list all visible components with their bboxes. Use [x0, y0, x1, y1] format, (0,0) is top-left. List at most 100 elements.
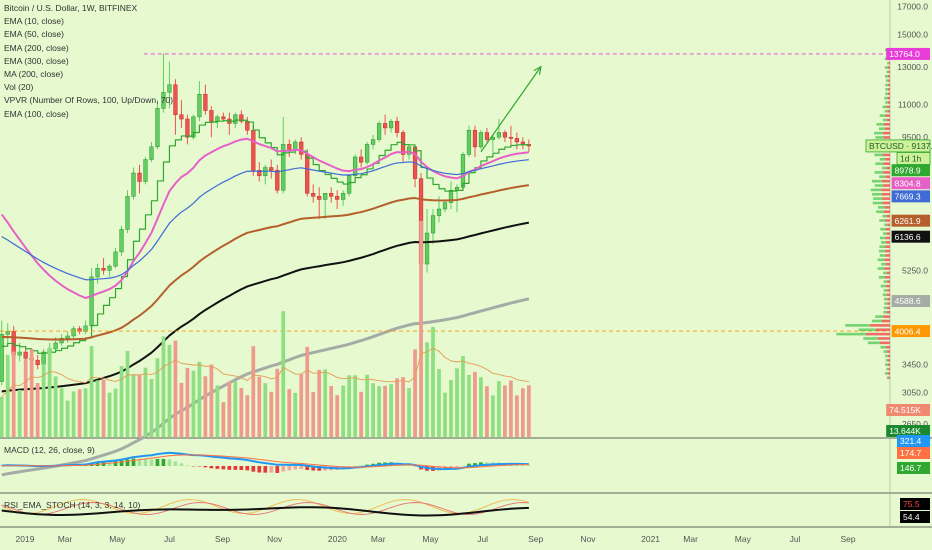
vpvr-bar — [885, 236, 890, 240]
candle — [239, 114, 244, 122]
candle — [371, 139, 376, 145]
candle — [233, 114, 238, 124]
candle — [71, 328, 76, 337]
vpvr-bar — [873, 197, 883, 200]
volume-bar — [419, 220, 423, 437]
legend-ma200[interactable]: MA (200, close) — [4, 69, 64, 80]
last-price-badge-bg — [865, 139, 931, 153]
volume-bar — [293, 392, 298, 437]
macd-hist-bar — [353, 466, 358, 467]
vpvr-bar — [878, 206, 885, 209]
last-volume-badge: 13.644K — [886, 425, 930, 437]
candle — [317, 196, 322, 200]
macd-hist-bar — [527, 465, 531, 466]
candle — [137, 172, 142, 182]
candle — [388, 120, 394, 129]
vpvr-bar — [865, 332, 890, 336]
volume-bar — [317, 369, 322, 437]
volume-bar — [515, 395, 519, 437]
macd-badge-bg — [897, 435, 930, 447]
ema10-line — [1, 119, 530, 354]
vpvr-bar — [879, 219, 886, 222]
macd-signal-badge-text: 174.7 — [900, 448, 922, 458]
vpvr-bar — [883, 123, 890, 126]
macd-hist-badge-text: 146.7 — [900, 463, 922, 473]
legend-ema50[interactable]: EMA (50, close) — [4, 29, 64, 40]
vpvr-bar — [882, 197, 890, 200]
candle — [113, 251, 118, 267]
candle — [155, 108, 160, 148]
volume-bar — [359, 391, 363, 437]
vpvr-bar — [885, 249, 890, 253]
macd-label[interactable]: MACD (12, 26, close, 9) — [4, 445, 95, 455]
legend-ema200[interactable]: EMA (200, close) — [4, 42, 69, 53]
volume-bar — [47, 347, 52, 437]
time-tick-label: May — [422, 534, 439, 544]
time-tick-label: Mar — [683, 534, 698, 544]
vpvr-bar — [874, 171, 884, 174]
price-badge-bg — [891, 230, 930, 243]
macd-hist-bar — [473, 463, 477, 466]
price-tick-label: 3050.0 — [902, 387, 928, 397]
vpvr-bar — [881, 179, 890, 183]
volume-bar — [5, 354, 10, 437]
vpvr-bar — [885, 158, 890, 161]
legend-vol[interactable]: Vol (20) — [4, 82, 34, 93]
last-price-badge: BTCUSD · 9137.7 — [865, 139, 932, 153]
candle — [65, 335, 70, 339]
legend-ema300[interactable]: EMA (300, close) — [4, 55, 69, 66]
volume-bar — [479, 377, 483, 437]
vpvr-bar — [887, 363, 890, 366]
candle — [173, 84, 178, 115]
volume-bar — [455, 368, 459, 437]
vpvr-bar — [888, 61, 890, 65]
price-badge-bg — [891, 177, 930, 190]
macd-hist-bar — [209, 466, 214, 469]
vpvr-bar — [880, 284, 886, 288]
volume-bar — [275, 368, 280, 437]
vpvr-bar — [867, 341, 881, 345]
candle — [143, 159, 148, 182]
rsi-label[interactable]: RSI_EMA_STOCH (14, 3, 3, 14, 10) — [4, 500, 141, 510]
volume-ma-line — [1, 347, 529, 398]
vpvr-bar — [858, 328, 876, 332]
vpvr-bar — [884, 258, 890, 262]
macd-hist-bar — [275, 466, 280, 473]
macd-hist-bar — [521, 464, 525, 466]
rsi-badge: 75.5 — [900, 498, 930, 510]
volume-bar — [341, 385, 346, 437]
vpvr-bar — [883, 289, 888, 292]
macd-hist-bar — [215, 466, 220, 469]
legend-ema10[interactable]: EMA (10, close) — [4, 16, 64, 27]
vpvr-bar — [878, 249, 886, 253]
vpvr-bar — [885, 345, 890, 349]
price-badge-text: 8304.8 — [895, 178, 921, 188]
candle — [406, 146, 412, 155]
vpvr-bar — [887, 310, 890, 314]
volume-bar — [461, 355, 465, 437]
vpvr-bar — [874, 131, 883, 135]
macd-hist-bar — [179, 463, 184, 466]
vpvr-bar — [882, 214, 887, 218]
price-badge-text: 13764.0 — [889, 49, 920, 59]
volume-bar — [503, 385, 507, 437]
macd-hist-bar — [185, 465, 190, 466]
vpvr-bar — [887, 280, 890, 283]
legend-ema100[interactable]: EMA (100, close) — [4, 108, 69, 119]
candle — [149, 146, 154, 160]
vpvr-bar — [881, 319, 890, 323]
legend-vpvr[interactable]: VPVR (Number Of Rows, 100, Up/Down, 70) — [4, 95, 174, 106]
vpvr-bar — [883, 162, 890, 165]
time-tick-label: Nov — [267, 534, 283, 544]
volume-bar — [263, 383, 268, 437]
vpvr-bar — [884, 302, 888, 305]
vpvr-bar — [887, 223, 890, 227]
macd-hist-bar — [287, 466, 292, 471]
vpvr-bar — [883, 171, 890, 174]
candle — [472, 129, 478, 148]
volume-bars — [0, 220, 531, 437]
candle — [508, 136, 514, 139]
vpvr-bar — [880, 227, 886, 231]
